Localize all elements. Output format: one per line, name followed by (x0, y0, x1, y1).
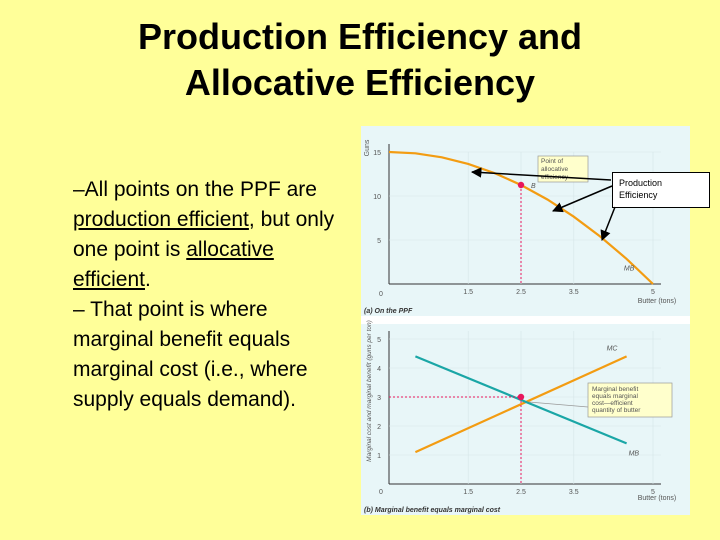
panel-b-x-tick: 5 (651, 489, 655, 496)
panel-b-annotation-pointer (528, 401, 589, 408)
equilibrium-marker (517, 393, 525, 401)
panel-b-xlabel: Butter (tons) (638, 495, 677, 502)
bullet-2: – That point is where marginal benefit e… (73, 298, 308, 411)
panel-a-annotation-line2: allocative (541, 166, 568, 173)
panel-a-mb-label: MB (624, 265, 635, 272)
mc-curve (414, 355, 628, 454)
panel-a-y-tick: 15 (373, 150, 381, 157)
panel-a-x-tick: 1.5 (463, 289, 473, 296)
panel-b-annotation-line1: Marginal benefit (592, 386, 638, 393)
panel-b-annotation-line4: quantity of butter (592, 407, 641, 414)
panel-b-origin: 0 (379, 489, 383, 496)
panel-a-ylabel: Guns (364, 139, 371, 156)
panel-b-annotation-line3: cost—efficient (592, 400, 633, 407)
bullet-text: –All points on the PPF are production ef… (73, 175, 343, 415)
panel-b-mc-label: MC (607, 345, 619, 352)
panel-b-ylabel: Marginal cost and marginal benefit (guns… (366, 320, 373, 462)
panel-b-annotation-line2: equals marginal (592, 393, 638, 400)
panel-a-xlabel: Butter (tons) (638, 298, 677, 305)
panel-a-annotation: Point of allocative efficiency (537, 155, 589, 183)
panel-b-y-tick: 5 (377, 337, 381, 344)
panel-b-y-tick: 4 (377, 366, 381, 373)
panel-a-x-tick: 2.5 (516, 289, 526, 296)
panel-a-annotation-line1: Point of (541, 158, 563, 165)
panel-b-background (361, 324, 690, 515)
title-line-2: Allocative Efficiency (184, 62, 536, 103)
panel-a-label: (a) On the PPF (364, 308, 413, 315)
bullet-1-pre: –All points on the PPF are (73, 178, 317, 201)
allocative-efficient-term: allocative efficient (73, 238, 274, 291)
production-efficient-term: production efficient (73, 208, 249, 231)
callout-line-2: Efficiency (619, 190, 658, 200)
panel-a-annotation-line3: efficiency (541, 174, 569, 181)
panel-b-annotation: Marginal benefit equals marginal cost—ef… (528, 382, 673, 418)
panel-b-mb-label: MB (629, 450, 640, 457)
panel-b-y-tick: 3 (377, 395, 381, 402)
point-b-marker (517, 181, 525, 189)
panel-b-y-tick: 2 (377, 424, 381, 431)
bullet-1: –All points on the PPF are production ef… (73, 175, 343, 295)
panel-b-y-tick: 1 (377, 453, 381, 460)
panel-a-origin: 0 (379, 291, 383, 298)
panel-a-y-tick: 10 (373, 194, 381, 201)
panel-b-x-tick: 2.5 (516, 489, 526, 496)
panel-a-y-tick: 5 (377, 238, 381, 245)
point-b-label: B (531, 183, 536, 190)
panel-b-label: (b) Marginal benefit equals marginal cos… (364, 507, 501, 514)
bullet-1-mid: , but only one point is (73, 208, 335, 261)
panel-b-annotation-box (587, 382, 673, 418)
production-efficiency-callout: Production Efficiency (612, 172, 710, 208)
panel-b-x-tick: 3.5 (569, 489, 579, 496)
title-line-1: Production Efficiency and (137, 16, 583, 57)
panel-a-background (361, 126, 690, 316)
panel-b-x-tick: 1.5 (463, 489, 473, 496)
panel-a-x-tick: 5 (651, 289, 655, 296)
panel-a-x-tick: 3.5 (569, 289, 579, 296)
callout-line-1: Production (619, 178, 663, 188)
slide-title: Production Efficiency and Allocative Eff… (0, 14, 720, 106)
bullet-1-post: . (145, 268, 151, 291)
